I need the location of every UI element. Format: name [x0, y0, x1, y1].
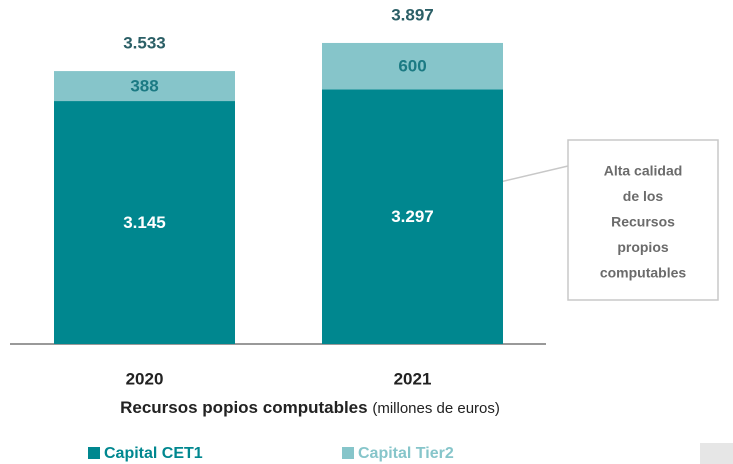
value-label: 388 — [130, 77, 158, 96]
x-tick-label: 2020 — [126, 369, 164, 388]
x-axis-label: Recursos popios computables (millones de… — [120, 398, 500, 417]
annotation-line: propios — [617, 239, 669, 255]
annotation-line: computables — [600, 265, 687, 281]
bar-segment — [54, 71, 235, 102]
bar-segment — [322, 89, 503, 344]
x-label-main: Recursos popios computables — [120, 398, 368, 417]
bar-segment — [322, 42, 503, 90]
legend-swatch — [88, 447, 100, 459]
legend-label: Capital Tier2 — [358, 445, 454, 462]
annotation-box — [567, 139, 719, 301]
value-label: 600 — [398, 57, 426, 76]
annotation-line: de los — [623, 188, 664, 204]
legend-swatch — [342, 447, 354, 459]
bar-segment — [54, 101, 235, 344]
x-tick-label: 2021 — [394, 369, 432, 388]
annotation-line: Recursos — [611, 214, 675, 230]
legend-label: Capital CET1 — [104, 445, 203, 462]
total-label: 3.897 — [391, 5, 434, 24]
x-label-unit: (millones de euros) — [372, 400, 500, 417]
annotation-connector — [499, 165, 569, 183]
value-label: 3.297 — [391, 207, 434, 226]
corner-decoration — [700, 443, 733, 464]
value-label: 3.145 — [123, 213, 166, 232]
total-label: 3.533 — [123, 34, 166, 53]
annotation-line: Alta calidad — [604, 163, 683, 179]
